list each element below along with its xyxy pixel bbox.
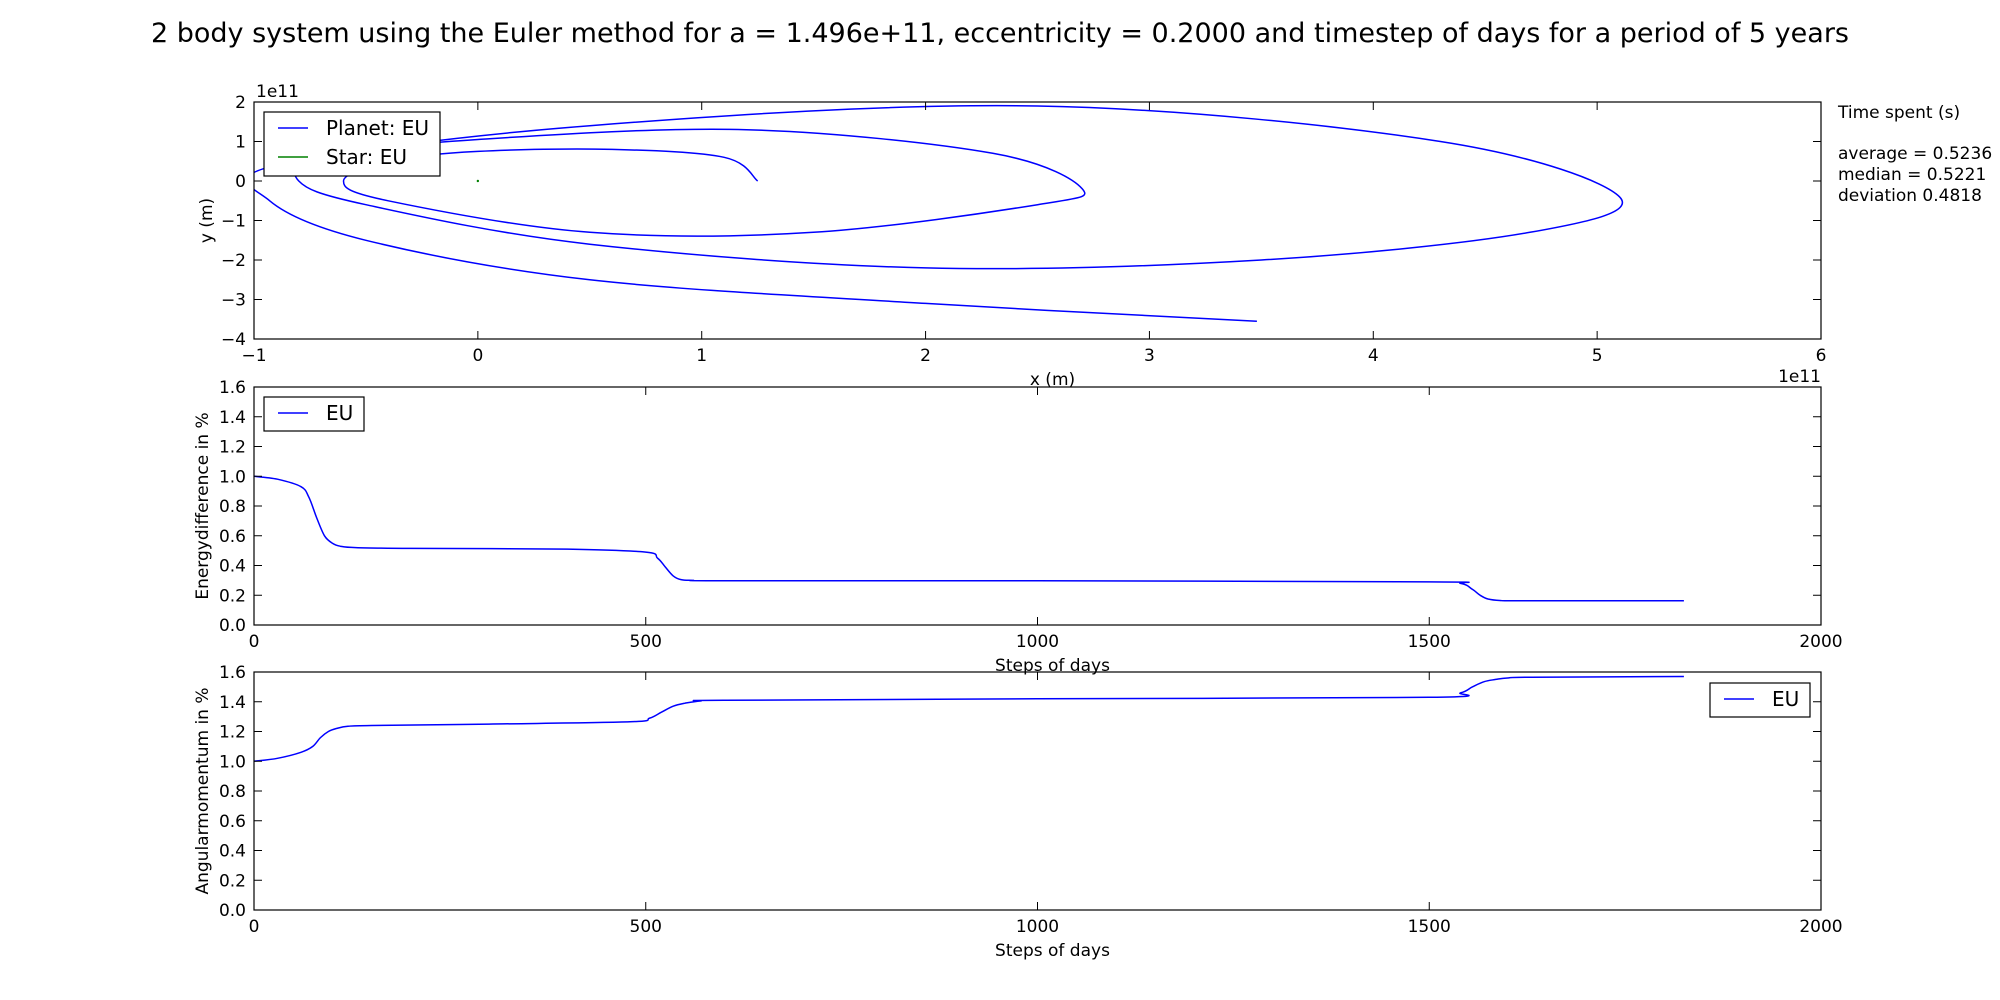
y-tick-label: 0 xyxy=(235,172,246,192)
energy-difference-plot: 0 500 1000 1500 2000 0.0 0.2 0.4 0.6 0.8 1.0 1.2 1.4… xyxy=(193,378,1843,676)
x-offset-label: 1e11 xyxy=(1778,367,1821,387)
angular-momentum-plot: 0 500 1000 1500 2000 0.0 0.2 0.4 0.6 0.8 1.0 1.2 1.4… xyxy=(193,663,1843,961)
x-tick-label: 1500 xyxy=(1408,917,1451,937)
figure-title: 2 body system using the Euler method for… xyxy=(151,18,1849,49)
y-tick-label: 0.8 xyxy=(219,497,246,517)
x-tick-label: 0 xyxy=(249,917,260,937)
stats-deviation: deviation 0.4818 xyxy=(1838,186,1982,206)
y-tick-label: 1.4 xyxy=(219,693,246,713)
x-axis-label: Steps of days xyxy=(995,941,1110,961)
y-tick-label: 0.4 xyxy=(219,842,246,862)
y-tick-label: 1.4 xyxy=(219,408,246,428)
x-tick-label: 500 xyxy=(630,917,662,937)
x-tick-label: 2 xyxy=(920,346,931,366)
x-axis-label: Steps of days xyxy=(995,656,1110,676)
x-tick-label: 5 xyxy=(1592,346,1603,366)
legend-label: Planet: EU xyxy=(326,116,429,140)
y-tick-label: −4 xyxy=(221,330,246,350)
legend-box xyxy=(263,396,365,432)
y-tick-label: −2 xyxy=(221,251,246,271)
y-tick-label: −3 xyxy=(221,291,246,311)
x-tick-label: 4 xyxy=(1368,346,1379,366)
x-tick-label: 2000 xyxy=(1799,917,1842,937)
stats-panel: Time spent (s) average = 0.5236 median =… xyxy=(1837,103,1992,206)
y-axis-label: Angularmomentum in % xyxy=(193,687,213,894)
y-tick-label: 0.2 xyxy=(219,871,246,891)
x-tick-label: 6 xyxy=(1816,346,1827,366)
series-line-1 xyxy=(254,104,1623,322)
y-tick-label: 1.0 xyxy=(219,752,246,772)
x-tick-label: 0 xyxy=(249,632,260,652)
y-tick-label: 0.0 xyxy=(219,901,246,921)
x-tick-label: 1 xyxy=(696,346,707,366)
x-tick-label: 500 xyxy=(630,632,662,652)
y-tick-label: 1.2 xyxy=(219,438,246,458)
legend-box xyxy=(1709,682,1811,718)
series-line-1 xyxy=(254,675,1684,763)
y-tick-label: 1.0 xyxy=(219,467,246,487)
stats-heading: Time spent (s) xyxy=(1837,103,1960,123)
y-tick-label: 1.6 xyxy=(219,663,246,683)
y-axis-label: y (m) xyxy=(197,198,217,243)
series-line-1 xyxy=(254,475,1684,602)
stats-average: average = 0.5236 xyxy=(1838,144,1992,164)
y-axis-label: Energydifference in % xyxy=(193,412,213,599)
y-tick-label: 0.2 xyxy=(219,586,246,606)
axes-frame xyxy=(253,671,1822,911)
orbit-plot: −1 0 1 2 3 4 5 6 2 1 0 −1 −2 −3 −4 1e11 1e11 x (m) y (m) Pl… xyxy=(197,82,1826,390)
legend-label: Star: EU xyxy=(326,145,407,169)
y-tick-label: 1.2 xyxy=(219,723,246,743)
y-tick-label: 0.0 xyxy=(219,616,246,636)
y-tick-label: 1.6 xyxy=(219,378,246,398)
x-tick-label: 1500 xyxy=(1408,632,1451,652)
x-tick-label: 2000 xyxy=(1799,632,1842,652)
x-tick-label: 3 xyxy=(1144,346,1155,366)
y-tick-label: 0.6 xyxy=(219,527,246,547)
y-tick-label: 2 xyxy=(235,93,246,113)
series-point-2 xyxy=(476,179,480,183)
y-tick-label: −1 xyxy=(221,212,246,232)
x-tick-label: −1 xyxy=(241,346,266,366)
x-tick-label: 0 xyxy=(472,346,483,366)
x-tick-label: 1000 xyxy=(1016,917,1059,937)
legend-label: EU xyxy=(1772,687,1799,711)
y-offset-label: 1e11 xyxy=(256,82,299,102)
y-tick-label: 1 xyxy=(235,133,246,153)
stats-median: median = 0.5221 xyxy=(1838,165,1986,185)
x-tick-label: 1000 xyxy=(1016,632,1059,652)
legend-label: EU xyxy=(326,401,353,425)
legend-box xyxy=(263,111,441,177)
y-tick-label: 0.4 xyxy=(219,557,246,577)
y-tick-label: 0.8 xyxy=(219,782,246,802)
axes-frame xyxy=(253,386,1822,626)
x-axis-label: x (m) xyxy=(1030,370,1075,390)
y-tick-label: 0.6 xyxy=(219,812,246,832)
